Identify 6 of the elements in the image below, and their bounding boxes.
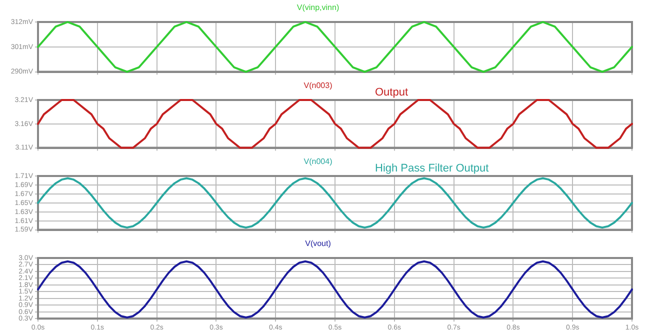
series-label: V(n004): [304, 157, 333, 166]
series-label: V(vinp,vinn): [296, 3, 340, 12]
text: Output: [375, 86, 408, 99]
series-label: V(n003): [304, 81, 333, 90]
series-label: V(vout): [305, 239, 332, 248]
text: High Pass Filter Output: [375, 162, 489, 175]
